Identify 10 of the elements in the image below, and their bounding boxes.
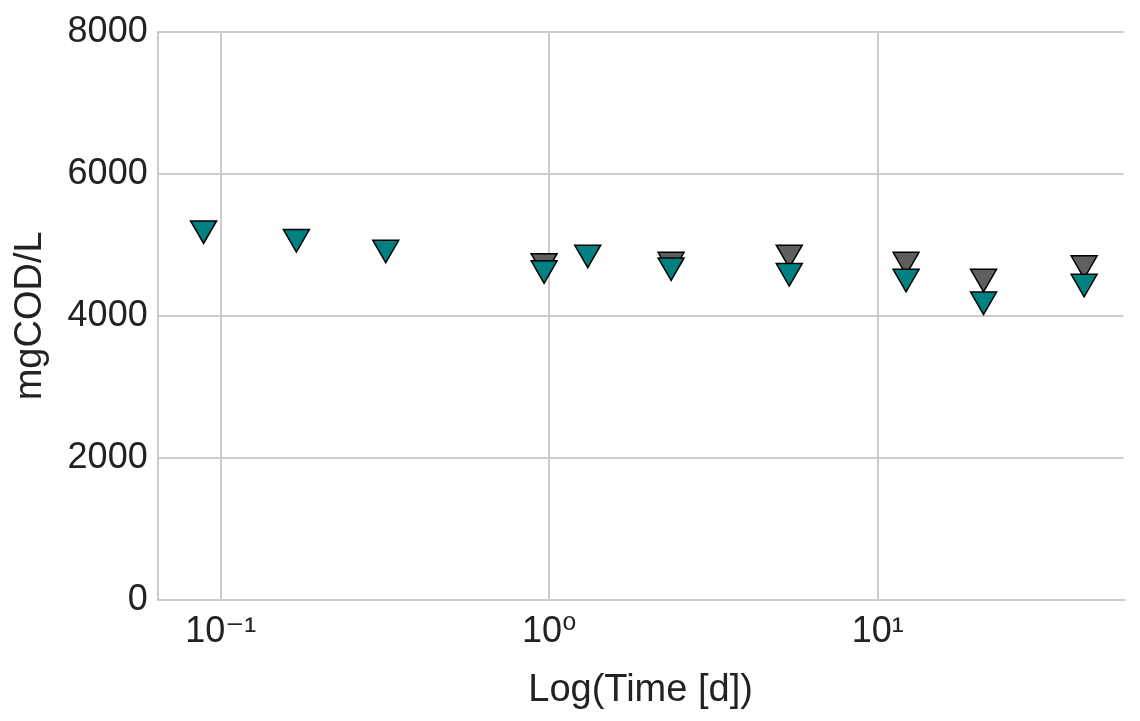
y-tick-label: 8000 (67, 8, 148, 50)
x-tick-label: 10¹ (851, 608, 904, 650)
x-axis-title: Log(Time [d]) (528, 666, 753, 709)
y-tick-label: 4000 (67, 292, 148, 334)
y-axis-title: mgCOD/L (7, 231, 50, 401)
x-tick-label: 10⁰ (521, 608, 577, 650)
y-tick-label: 0 (127, 577, 148, 619)
y-tick-label: 2000 (67, 434, 148, 476)
y-tick-label: 6000 (67, 150, 148, 192)
x-tick-label: 10⁻¹ (185, 608, 257, 650)
